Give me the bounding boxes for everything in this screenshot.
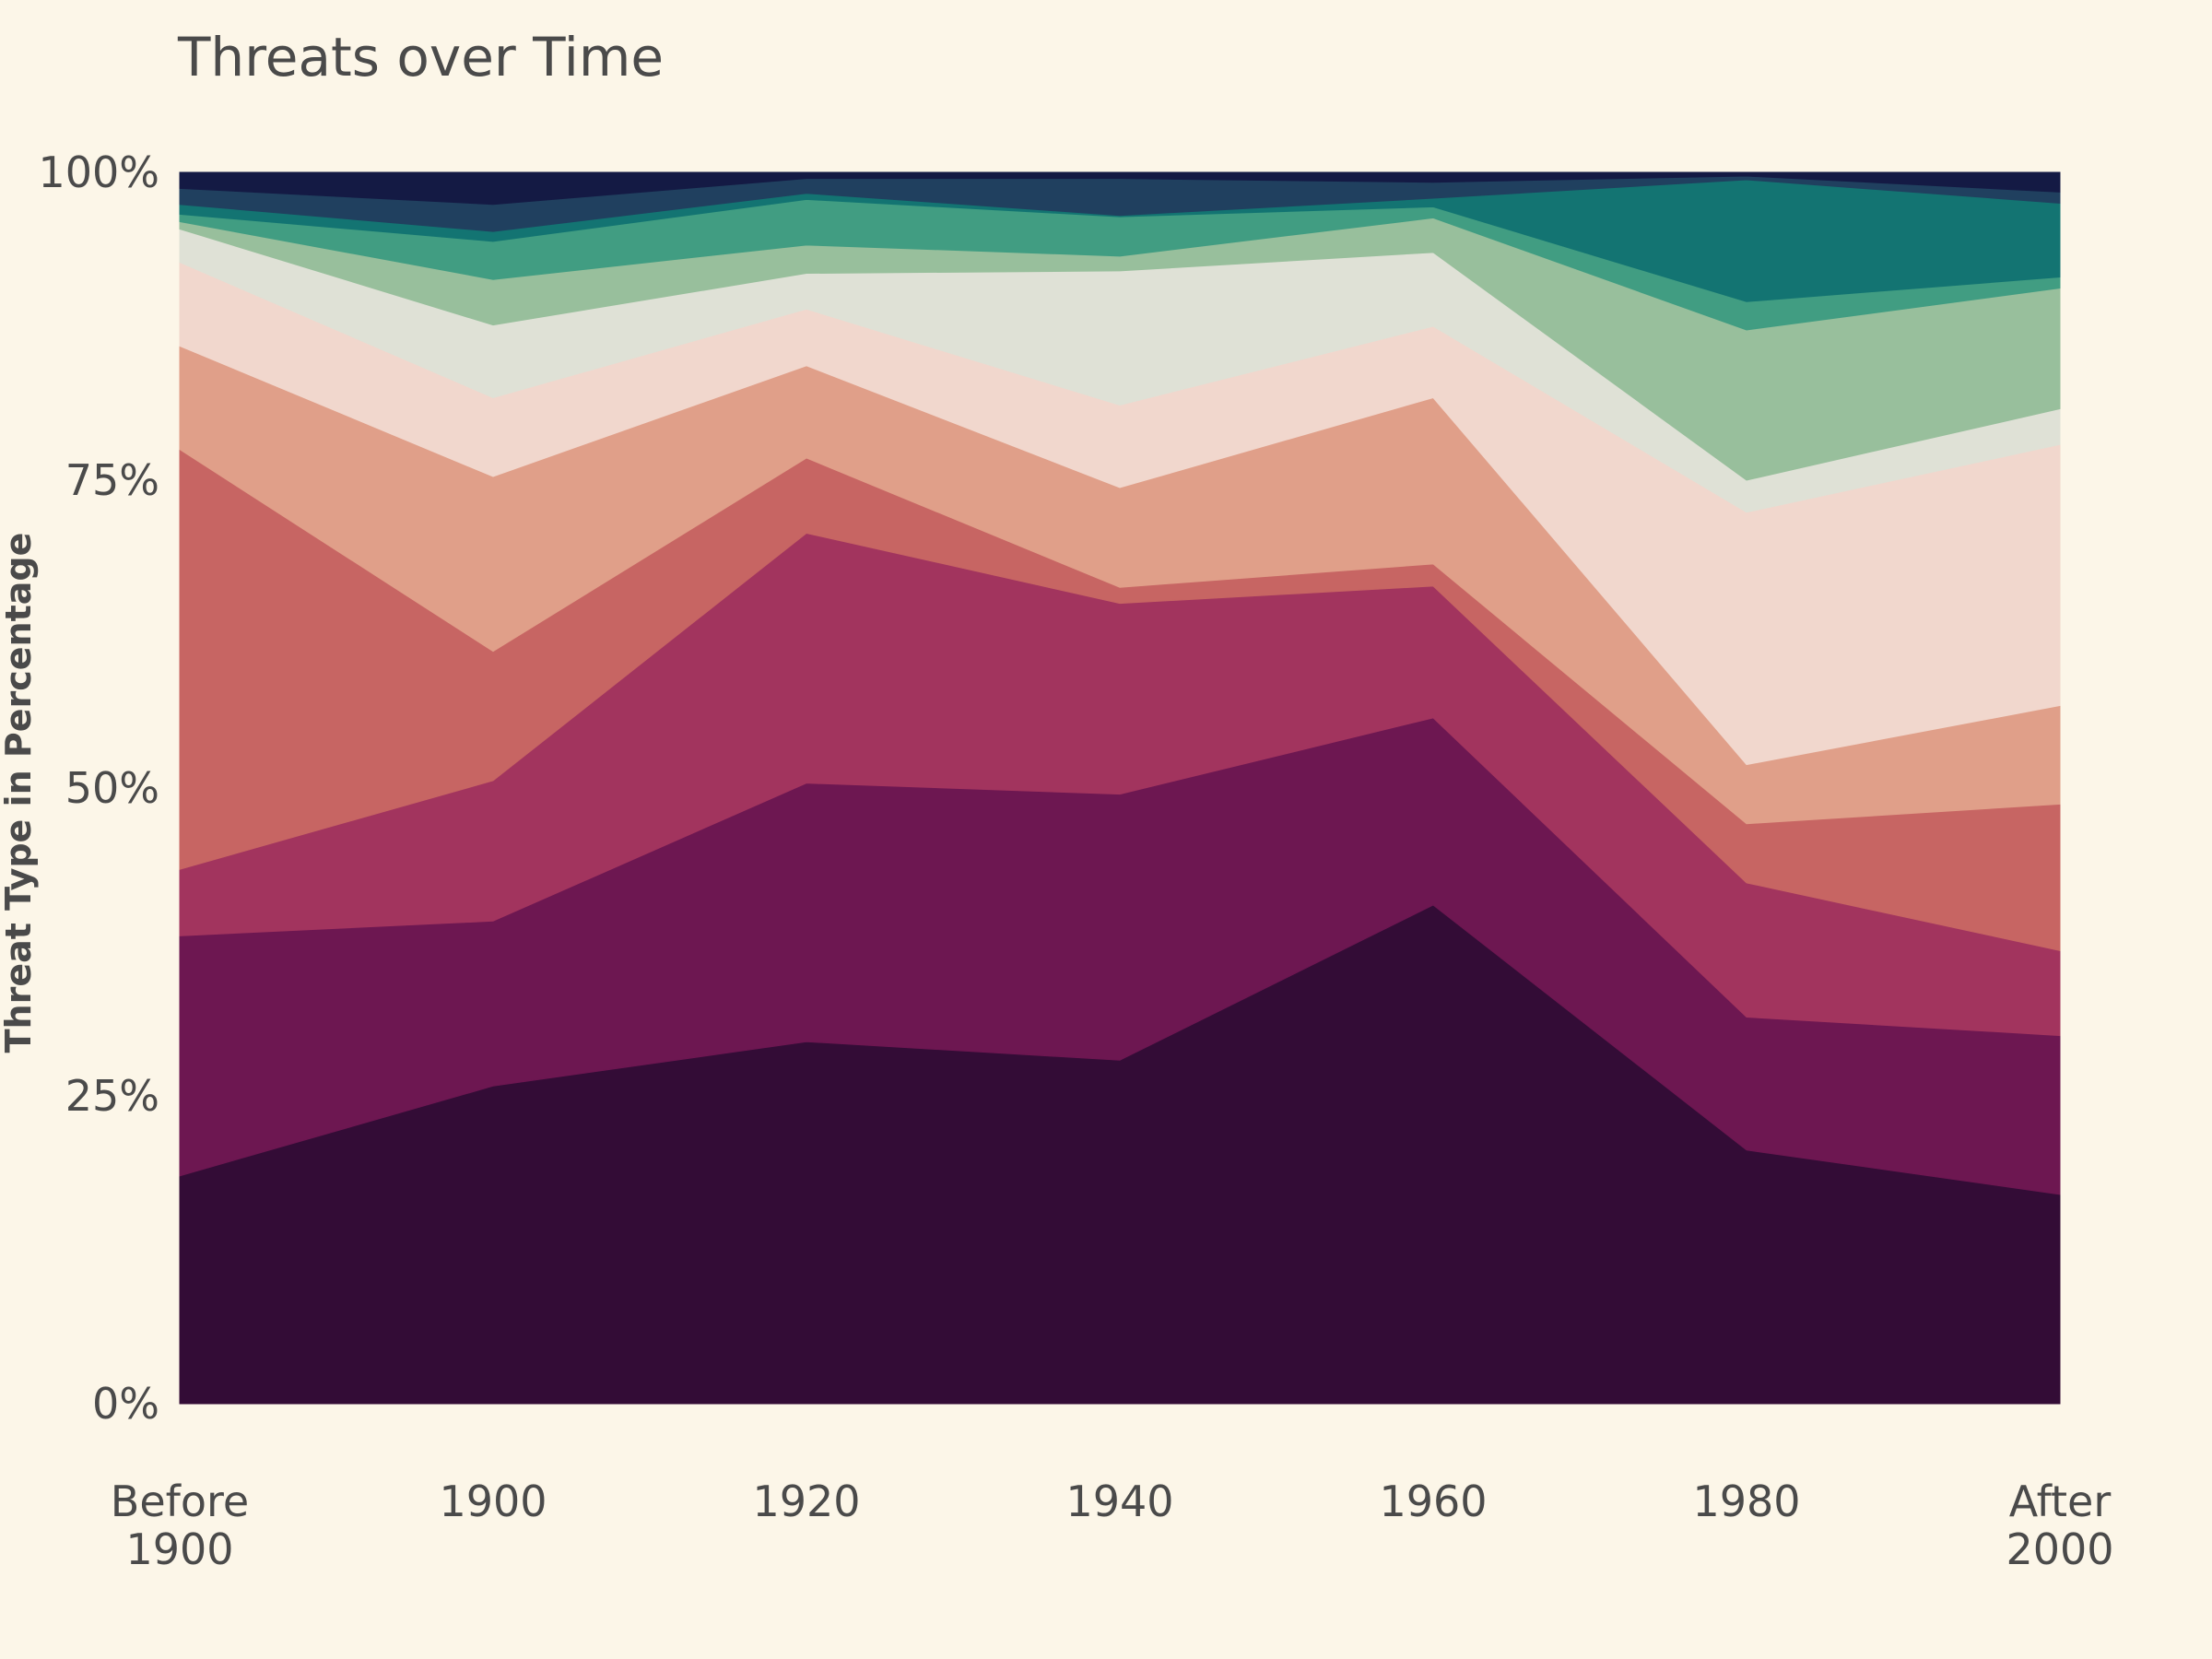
x-tick-label: 1900 [439,1477,547,1526]
x-tick-label: Before 1900 [111,1477,249,1574]
area-series-12 [179,171,2061,206]
y-axis-title: Threat Type in Percentage [0,533,39,1053]
y-tick-label: 75% [65,455,159,505]
x-tick-label: After 2000 [2006,1477,2113,1574]
x-tick-label: 1960 [1379,1477,1487,1526]
y-tick-label: 0% [92,1379,159,1429]
y-tick-label: 50% [65,763,159,813]
y-tick-label: 100% [38,147,159,197]
area-layers [179,171,2061,1405]
chart-title: Threats over Time [177,26,664,88]
x-tick-label: 1980 [1692,1477,1800,1526]
x-tick-label: 1940 [1065,1477,1173,1526]
y-tick-label: 25% [65,1071,159,1121]
x-tick-label: 1920 [752,1477,860,1526]
y-axis-ticks: 0% 25% 50% 75% 100% [38,147,159,1429]
x-axis-ticks: Before 1900 1900 1920 1940 1960 1980 After 2000 [111,1477,2114,1574]
